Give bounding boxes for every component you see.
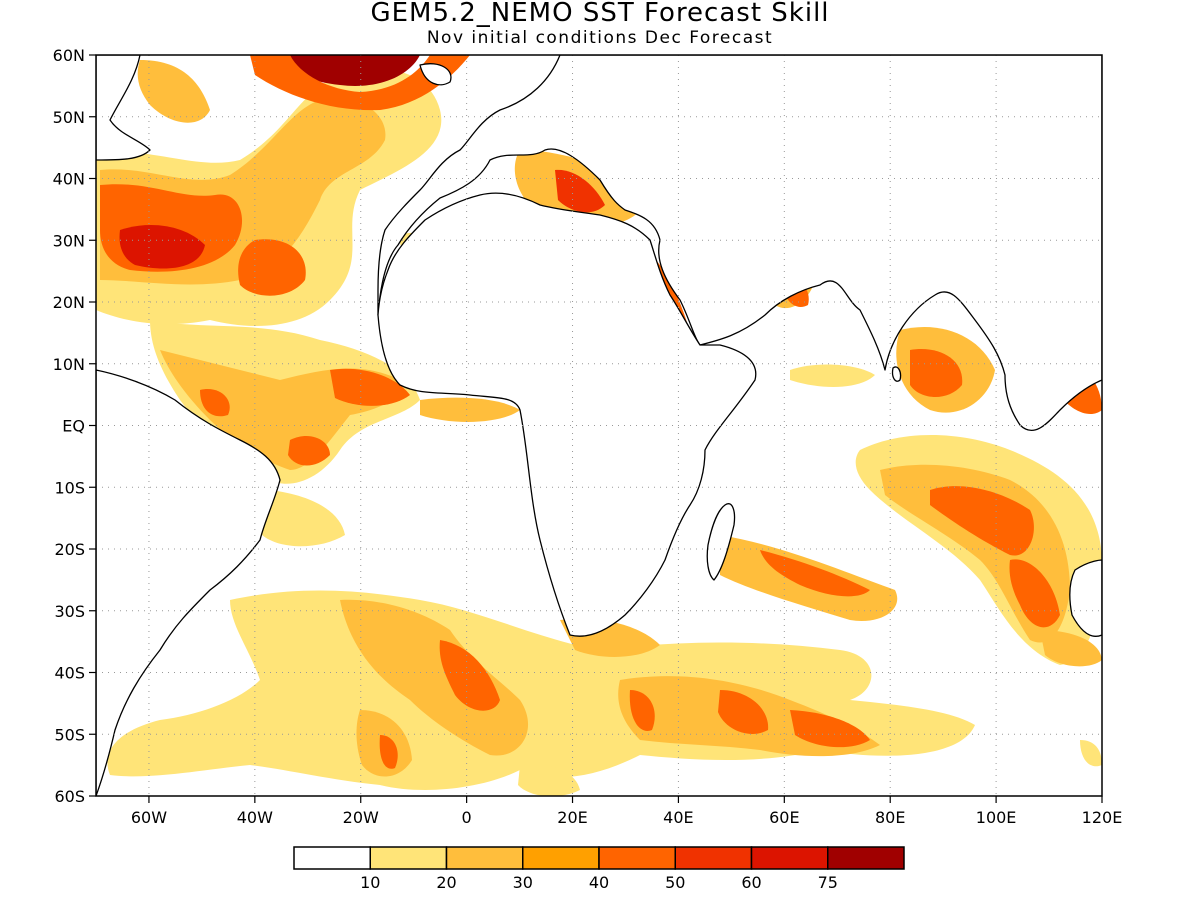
colorbar-swatch (674, 846, 753, 870)
lon-tick-label: 60W (131, 808, 167, 827)
map-subtitle: Nov initial conditions Dec Forecast (426, 28, 774, 48)
map-title: GEM5.2_NEMO SST Forecast Skill (370, 0, 830, 28)
colorbar-level-label: 60 (741, 873, 761, 892)
landmass-africa-south (377, 192, 757, 637)
colorbar-swatch (522, 846, 600, 870)
lat-tick-label: 30S (54, 602, 85, 621)
landmass-australia (1069, 559, 1102, 637)
colorbar-swatch (293, 846, 371, 870)
skill-region-southern-ocean (107, 535, 1102, 796)
lon-tick-label: 80E (875, 808, 905, 827)
lat-tick-label: 60S (54, 787, 85, 806)
landmass-iceland (419, 63, 452, 86)
lon-tick-label: 100E (976, 808, 1017, 827)
lon-tick-label: 20W (343, 808, 379, 827)
lon-tick-label: 0 (462, 808, 472, 827)
longitude-tick-labels: 60W 40W 20W 0 20E 40E 60E 80E 100E 120E (131, 796, 1122, 827)
lat-tick-label: EQ (62, 417, 85, 436)
lon-tick-label: 60E (769, 808, 799, 827)
colorbar-level-label: 75 (818, 873, 838, 892)
colorbar-swatch (445, 846, 524, 870)
skill-region-north-atlantic (96, 55, 470, 326)
lon-tick-label: 120E (1082, 808, 1123, 827)
coastline-layer (96, 55, 1102, 796)
landmass-americas (96, 55, 151, 161)
colorbar-level-label: 50 (665, 873, 685, 892)
lat-tick-label: 30N (53, 231, 85, 250)
latitude-tick-labels: 60N 50N 40N 30N 20N 10N EQ 10S 20S 30S 40S 50S 60S (53, 46, 96, 806)
colorbar-swatch (750, 846, 829, 870)
landmass-madagascar (706, 503, 736, 581)
colorbar-swatch (827, 846, 905, 870)
lat-tick-label: 10S (54, 478, 85, 497)
landmass-sri-lanka (891, 366, 902, 382)
lon-tick-label: 40W (237, 808, 273, 827)
colorbar-level-label: 40 (589, 873, 609, 892)
lat-tick-label: 20S (54, 540, 85, 559)
landmass-africa-eurasia (377, 55, 1102, 432)
lon-tick-label: 40E (663, 808, 693, 827)
colorbar-level-label: 20 (436, 873, 456, 892)
colorbar-swatch (598, 846, 676, 870)
lon-tick-label: 20E (557, 808, 587, 827)
lat-tick-label: 20N (53, 293, 85, 312)
colorbar-level-label: 30 (513, 873, 533, 892)
skill-region-tropical-atlantic (150, 232, 520, 547)
lat-tick-label: 60N (53, 46, 85, 65)
colorbar-legend: 10 20 30 40 50 60 75 (293, 846, 905, 892)
colorbar-swatch (369, 846, 448, 870)
lat-tick-label: 50S (54, 725, 85, 744)
lat-tick-label: 40N (53, 170, 85, 189)
colorbar-level-label: 10 (360, 873, 380, 892)
lat-tick-label: 40S (54, 664, 85, 683)
lat-tick-label: 10N (53, 355, 85, 374)
landmass-south-america (96, 369, 281, 796)
skill-field-layer (96, 55, 1102, 796)
lat-tick-label: 50N (53, 108, 85, 127)
